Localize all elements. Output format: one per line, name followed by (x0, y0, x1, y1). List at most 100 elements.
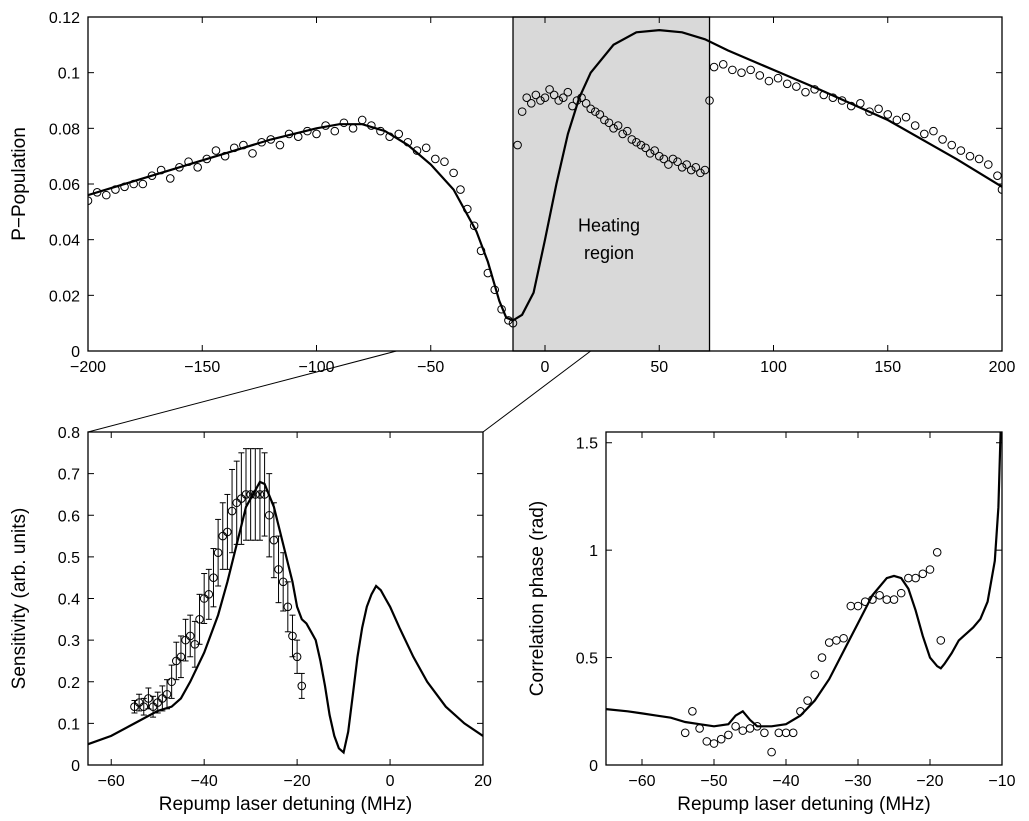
x-tick-label: 0 (386, 773, 395, 790)
data-point (947, 140, 957, 150)
data-point (357, 115, 367, 125)
data-point (929, 126, 938, 136)
y-tick-label: 0.02 (49, 288, 80, 305)
data-point (892, 115, 902, 125)
data-point (266, 135, 276, 144)
data-point (974, 154, 984, 164)
data-point (558, 93, 568, 103)
data-point (865, 107, 874, 116)
x-tick-label: 200 (989, 359, 1016, 376)
data-point (718, 60, 728, 69)
y-tick-label: 0.04 (49, 233, 80, 250)
y-tick-label: 0.4 (58, 592, 80, 609)
data-point (92, 188, 102, 197)
data-point (691, 163, 701, 172)
data-point (545, 85, 554, 94)
data-point (167, 677, 176, 687)
data-point (144, 694, 153, 703)
data-point (204, 590, 214, 599)
zoom-line-right (482, 350, 592, 433)
data-point (229, 143, 239, 153)
data-point (983, 160, 993, 169)
data-point (664, 160, 673, 169)
x-tick-label: 20 (474, 773, 492, 790)
x-tick-label: −20 (284, 773, 311, 790)
y-tick-label: 0.12 (49, 10, 80, 27)
data-point (586, 104, 596, 114)
data-point (609, 124, 618, 133)
bottom-left-panel: −60 −40 −20 0 20 0 0.1 0.2 0.3 0.4 0.5 0.6 0.7 0.8 Rep… (9, 425, 492, 815)
data-point (824, 638, 834, 647)
model-curve (606, 432, 1002, 728)
data-point (705, 96, 714, 105)
x-tick-label: −50 (417, 359, 444, 376)
data-point (469, 221, 479, 231)
y-tick-label: 0 (589, 758, 598, 775)
data-point (193, 163, 202, 172)
data-point (367, 121, 376, 130)
data-point (650, 146, 659, 155)
data-point (563, 87, 573, 97)
y-tick-label: 0.08 (49, 121, 80, 138)
data-point (819, 90, 829, 100)
data-point (497, 304, 506, 314)
data-point (659, 154, 669, 164)
data-point (248, 149, 257, 158)
top-panel: −200 −150 −100 −50 0 50 100 150 200 0 0.02 0.04 0.06… (9, 10, 1015, 376)
data-point (846, 601, 856, 611)
data-point (260, 490, 269, 499)
data-point (257, 137, 266, 147)
data-point (911, 573, 920, 583)
data-point (682, 160, 691, 169)
data-point (483, 268, 493, 278)
data-point (255, 490, 265, 499)
data-point (303, 126, 312, 136)
data-point (774, 728, 784, 738)
x-tick-label: −20 (916, 773, 943, 790)
data-point (595, 110, 605, 119)
data-point (868, 595, 877, 604)
data-point (293, 132, 303, 141)
data-point (348, 124, 358, 133)
data-point (508, 318, 518, 328)
data-point (883, 110, 893, 119)
data-point (997, 185, 1002, 194)
data-point (385, 132, 394, 141)
data-point (752, 722, 762, 731)
data-point (431, 154, 440, 164)
data-point (724, 730, 733, 740)
data-point (526, 98, 536, 108)
x-tick-label: 150 (874, 359, 901, 376)
data-point (176, 652, 186, 662)
data-point (581, 98, 591, 108)
y-axis-label: Sensitivity (arb. units) (9, 508, 30, 690)
data-point (241, 490, 251, 499)
data-point (554, 96, 564, 105)
data-point (120, 182, 129, 192)
data-point (773, 73, 783, 83)
data-point (223, 527, 232, 537)
data-point (312, 129, 321, 139)
y-tick-label: 0.8 (58, 425, 80, 442)
data-point (531, 90, 541, 100)
data-point (696, 168, 705, 178)
data-point (220, 151, 230, 161)
data-point (956, 146, 966, 155)
data-point (746, 65, 755, 75)
data-point (810, 670, 820, 680)
data-point (636, 140, 646, 150)
data-point (837, 96, 847, 105)
data-point (782, 79, 792, 89)
data-point (627, 135, 637, 144)
y-tick-label: 0.2 (58, 675, 80, 692)
y-axis-label: Correlation phase (rad) (527, 501, 548, 696)
data-point (737, 68, 746, 77)
data-point (796, 706, 805, 716)
y-tick-label: 1 (589, 543, 598, 560)
data-point (549, 90, 559, 100)
data-point (856, 98, 865, 108)
data-point (540, 93, 550, 103)
data-point (139, 702, 149, 712)
data-point (421, 143, 431, 153)
y-axis-label: P−Population (9, 127, 30, 241)
